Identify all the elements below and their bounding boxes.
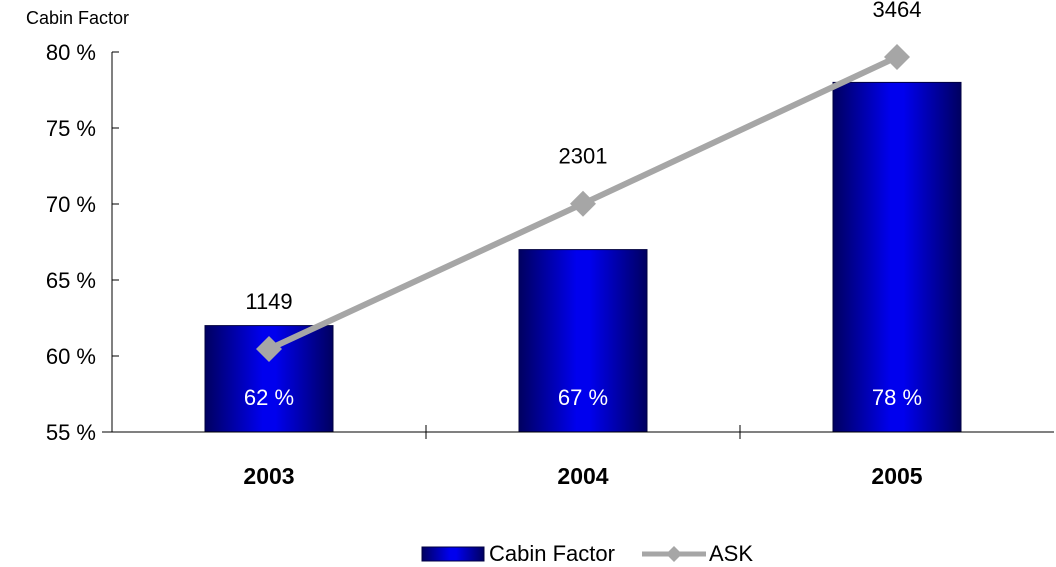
bar-2004	[518, 249, 648, 433]
bar-data-label: 78 %	[872, 385, 922, 410]
ask-data-label: 2301	[559, 144, 608, 169]
y-tick-label: 65 %	[46, 268, 96, 293]
legend: Cabin Factor ASK	[421, 541, 753, 566]
bar-2005	[832, 81, 962, 433]
x-category-label: 2005	[871, 463, 922, 489]
ask-data-label: 1149	[245, 289, 292, 314]
y-tick-label: 70 %	[46, 192, 96, 217]
legend-label-cabin-factor: Cabin Factor	[489, 541, 615, 566]
y-tick-label: 60 %	[46, 344, 96, 369]
y-axis-title: Cabin Factor	[26, 8, 129, 28]
ask-point-2003	[256, 336, 282, 362]
bar-data-label: 67 %	[558, 385, 608, 410]
bar-data-label: 62 %	[244, 385, 294, 410]
legend-swatch-ask-marker	[666, 546, 682, 562]
ask-point-2005	[884, 44, 910, 70]
x-category-label: 2003	[243, 463, 294, 489]
x-category-label: 2004	[557, 463, 608, 489]
y-tick-label: 75 %	[46, 116, 96, 141]
y-tick-label: 80 %	[46, 40, 96, 65]
ask-point-2004	[570, 190, 596, 217]
y-tick-label: 55 %	[46, 420, 96, 445]
legend-swatch-cabin-factor	[421, 546, 485, 562]
ask-data-label: 3464	[873, 0, 922, 22]
legend-label-ask: ASK	[709, 541, 753, 566]
